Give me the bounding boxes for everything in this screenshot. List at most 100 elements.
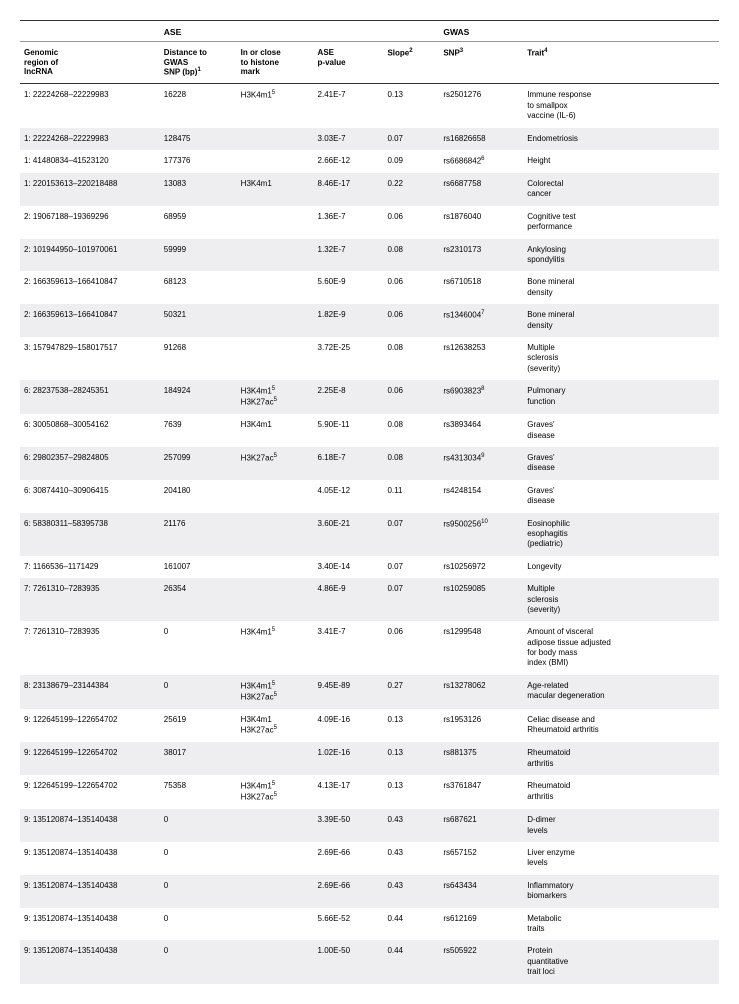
cell-genomic: 1: 22224268–22229983: [20, 128, 160, 150]
cell-trait: Graves'disease: [523, 414, 719, 447]
cell-genomic: 6: 58380311–58395738: [20, 513, 160, 556]
cell-pvalue: 3.03E-7: [314, 128, 384, 150]
cell-distance: 0: [160, 940, 237, 983]
cell-pvalue: 1.00E-50: [314, 940, 384, 983]
cell-genomic: 2: 19067188–19369296: [20, 206, 160, 239]
cell-distance: 0: [160, 809, 237, 842]
cell-distance: 7639: [160, 414, 237, 447]
table-row: 1: 22224268–2222998316228H3K4m152.41E-70…: [20, 84, 719, 128]
cell-trait: D-dimerlevels: [523, 809, 719, 842]
cell-histone: H3K4m1H3K27ac5: [237, 709, 314, 742]
cell-slope: 0.08: [383, 337, 439, 380]
col-trait-header: Trait4: [523, 42, 719, 84]
cell-genomic: 7: 1166536–1171429: [20, 556, 160, 578]
cell-pvalue: 5.66E-52: [314, 908, 384, 941]
cell-snp: rs657152: [439, 842, 523, 875]
cell-genomic: 9: 135120874–135140438: [20, 875, 160, 908]
cell-histone: H3K4m15H3K27ac5: [237, 675, 314, 709]
col-distance-header: Distance toGWASSNP (bp)1: [160, 42, 237, 84]
cell-distance: 50321: [160, 304, 237, 337]
cell-histone: H3K4m15: [237, 621, 314, 675]
cell-genomic: 1: 22224268–22229983: [20, 84, 160, 128]
table-row: 1: 22224268–222299831284753.03E-70.07rs1…: [20, 128, 719, 150]
cell-snp: rs6687758: [439, 173, 523, 206]
cell-snp: rs1876040: [439, 206, 523, 239]
table-row: 6: 58380311–58395738211763.60E-210.07rs9…: [20, 513, 719, 556]
col-genomic-header: Genomicregion oflncRNA: [20, 42, 160, 84]
col-slope-header: Slope2: [383, 42, 439, 84]
table-body: 1: 22224268–2222998316228H3K4m152.41E-70…: [20, 84, 719, 984]
table-row: 7: 7261310–7283935263544.86E-90.07rs1025…: [20, 578, 719, 621]
cell-distance: 21176: [160, 513, 237, 556]
cell-trait: Proteinquantitativetrait loci: [523, 940, 719, 983]
cell-histone: [237, 304, 314, 337]
table-row: 1: 41480834–415231201773762.66E-120.09rs…: [20, 150, 719, 173]
table-row: 9: 122645199–12265470275358H3K4m15H3K27a…: [20, 775, 719, 809]
gwas-group-header: GWAS: [439, 21, 719, 42]
table-row: 8: 23138679–231443840H3K4m15H3K27ac59.45…: [20, 675, 719, 709]
cell-trait: Rheumatoidarthritis: [523, 742, 719, 775]
cell-slope: 0.07: [383, 513, 439, 556]
cell-trait: Bone mineraldensity: [523, 304, 719, 337]
table-row: 9: 135120874–13514043805.66E-520.44rs612…: [20, 908, 719, 941]
cell-snp: rs2310173: [439, 239, 523, 272]
col-histone-header: In or closeto histonemark: [237, 42, 314, 84]
cell-slope: 0.43: [383, 842, 439, 875]
cell-slope: 0.27: [383, 675, 439, 709]
cell-slope: 0.06: [383, 380, 439, 414]
cell-distance: 0: [160, 675, 237, 709]
cell-trait: Multiplesclerosis(severity): [523, 337, 719, 380]
cell-snp: rs881375: [439, 742, 523, 775]
cell-genomic: 7: 7261310–7283935: [20, 578, 160, 621]
cell-histone: [237, 271, 314, 304]
cell-snp: rs1953126: [439, 709, 523, 742]
cell-pvalue: 2.66E-12: [314, 150, 384, 173]
cell-histone: [237, 206, 314, 239]
cell-trait: Multiplesclerosis(severity): [523, 578, 719, 621]
cell-snp: rs1299548: [439, 621, 523, 675]
cell-genomic: 6: 30874410–30906415: [20, 480, 160, 513]
cell-snp: rs3761847: [439, 775, 523, 809]
cell-distance: 184924: [160, 380, 237, 414]
cell-distance: 13083: [160, 173, 237, 206]
cell-trait: Colorectalcancer: [523, 173, 719, 206]
cell-histone: [237, 940, 314, 983]
cell-genomic: 6: 30050868–30054162: [20, 414, 160, 447]
cell-pvalue: 3.41E-7: [314, 621, 384, 675]
cell-genomic: 3: 157947829–158017517: [20, 337, 160, 380]
cell-trait: Cognitive testperformance: [523, 206, 719, 239]
cell-trait: Age-relatedmacular degeneration: [523, 675, 719, 709]
cell-pvalue: 8.46E-17: [314, 173, 384, 206]
cell-snp: rs12638253: [439, 337, 523, 380]
cell-trait: Inflammatorybiomarkers: [523, 875, 719, 908]
cell-genomic: 9: 135120874–135140438: [20, 940, 160, 983]
cell-pvalue: 6.18E-7: [314, 447, 384, 480]
table-row: 2: 166359613–166410847681235.60E-90.06rs…: [20, 271, 719, 304]
cell-snp: rs612169: [439, 908, 523, 941]
group-header-row: ASE GWAS: [20, 21, 719, 42]
cell-genomic: 9: 122645199–122654702: [20, 709, 160, 742]
cell-trait: Height: [523, 150, 719, 173]
cell-pvalue: 1.82E-9: [314, 304, 384, 337]
cell-slope: 0.13: [383, 742, 439, 775]
cell-histone: [237, 578, 314, 621]
cell-histone: [237, 875, 314, 908]
cell-slope: 0.44: [383, 940, 439, 983]
cell-histone: [237, 908, 314, 941]
cell-histone: [237, 150, 314, 173]
cell-slope: 0.44: [383, 908, 439, 941]
cell-pvalue: 1.32E-7: [314, 239, 384, 272]
cell-slope: 0.06: [383, 304, 439, 337]
cell-slope: 0.13: [383, 84, 439, 128]
cell-pvalue: 4.09E-16: [314, 709, 384, 742]
cell-trait: Amount of visceraladipose tissue adjuste…: [523, 621, 719, 675]
cell-histone: H3K4m1: [237, 173, 314, 206]
table-row: 6: 30050868–300541627639H3K4m15.90E-110.…: [20, 414, 719, 447]
cell-genomic: 7: 7261310–7283935: [20, 621, 160, 675]
cell-genomic: 1: 41480834–41523120: [20, 150, 160, 173]
table-row: 6: 29802357–29824805257099H3K27ac56.18E-…: [20, 447, 719, 480]
cell-distance: 68123: [160, 271, 237, 304]
cell-pvalue: 2.25E-8: [314, 380, 384, 414]
cell-slope: 0.13: [383, 775, 439, 809]
table-row: 7: 1166536–11714291610073.40E-140.07rs10…: [20, 556, 719, 578]
